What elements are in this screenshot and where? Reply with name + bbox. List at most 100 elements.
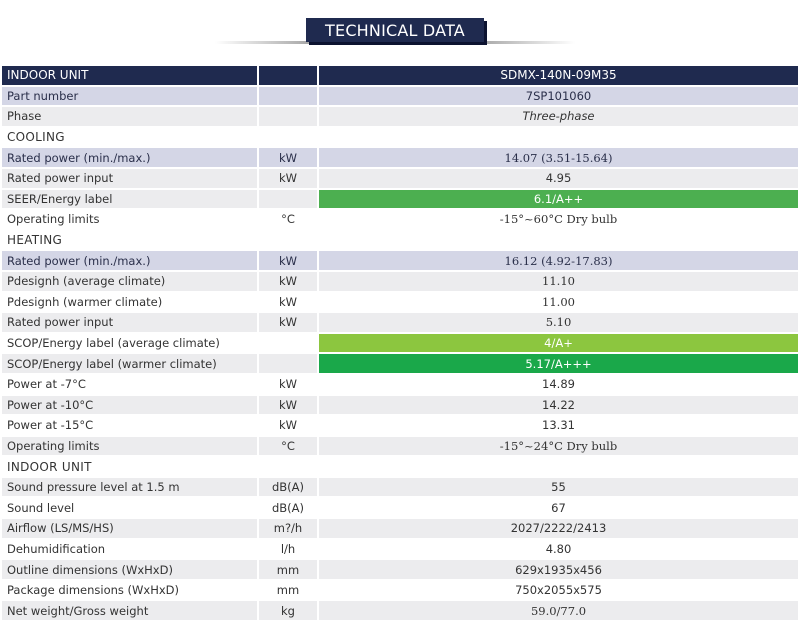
table-row: Power at -15°C kW 13.31 xyxy=(2,416,798,435)
row-label: Airflow (LS/MS/HS) xyxy=(2,519,257,538)
row-label: Rated power (min./max.) xyxy=(2,251,257,270)
table-row: Power at -10°C kW 14.22 xyxy=(2,395,798,415)
row-label: Power at -7°C xyxy=(2,374,257,394)
table-row: Package dimensions (WxHxD) mm 750x2055x5… xyxy=(2,580,798,600)
section-row: HEATING xyxy=(2,230,798,250)
row-unit xyxy=(257,354,317,373)
row-unit: kW xyxy=(257,416,317,435)
row-value: 7SP101060 xyxy=(317,86,798,106)
spec-table: INDOOR UNIT SDMX-140N-09M35 Part number … xyxy=(2,64,798,622)
row-unit: mm xyxy=(257,560,317,579)
row-value: 5.10 xyxy=(317,313,798,332)
row-value: 55 xyxy=(317,477,798,497)
table-row: Power at -7°C kW 14.89 xyxy=(2,374,798,394)
table-row: Operating limits °C -15°~60°C Dry bulb xyxy=(2,210,798,229)
row-label: Rated power input xyxy=(2,168,257,188)
row-label: Sound level xyxy=(2,498,257,518)
table-row: Pdesignh (average climate) kW 11.10 xyxy=(2,271,798,291)
row-unit: kW xyxy=(257,271,317,291)
row-unit: °C xyxy=(257,210,317,229)
row-value: -15°~60°C Dry bulb xyxy=(317,210,798,229)
row-label: Operating limits xyxy=(2,436,257,456)
table-row: Sound level dB(A) 67 xyxy=(2,498,798,518)
row-value: 4.95 xyxy=(317,168,798,188)
row-value: 14.07 (3.51-15.64) xyxy=(317,148,798,167)
row-label: Rated power (min./max.) xyxy=(2,148,257,167)
row-unit: kg xyxy=(257,601,317,621)
row-unit: kW xyxy=(257,148,317,167)
row-value: Three-phase xyxy=(317,107,798,126)
table-row: SCOP/Energy label (warmer climate) 5.17/… xyxy=(2,354,798,373)
table-row: Outline dimensions (WxHxD) mm 629x1935x4… xyxy=(2,560,798,579)
section-row: COOLING xyxy=(2,127,798,147)
row-label: SCOP/Energy label (average climate) xyxy=(2,333,257,353)
energy-label-badge: 4/A+ xyxy=(317,333,798,353)
row-label: Part number xyxy=(2,86,257,106)
row-value: 16.12 (4.92-17.83) xyxy=(317,251,798,270)
row-label: Pdesignh (average climate) xyxy=(2,271,257,291)
row-unit: dB(A) xyxy=(257,498,317,518)
header-unit xyxy=(257,66,317,85)
row-unit xyxy=(257,333,317,353)
section-title-heating: HEATING xyxy=(2,230,798,250)
row-value: 4.80 xyxy=(317,539,798,559)
row-label: SCOP/Energy label (warmer climate) xyxy=(2,354,257,373)
row-unit: kW xyxy=(257,374,317,394)
table-row: Operating limits °C -15°~24°C Dry bulb xyxy=(2,436,798,456)
row-label: Dehumidification xyxy=(2,539,257,559)
row-value: 11.00 xyxy=(317,292,798,312)
row-value: 750x2055x575 xyxy=(317,580,798,600)
row-unit: °C xyxy=(257,436,317,456)
row-label: Sound pressure level at 1.5 m xyxy=(2,477,257,497)
row-label: Pdesignh (warmer climate) xyxy=(2,292,257,312)
row-label: SEER/Energy label xyxy=(2,189,257,209)
row-value: -15°~24°C Dry bulb xyxy=(317,436,798,456)
row-label: Power at -15°C xyxy=(2,416,257,435)
row-unit: kW xyxy=(257,251,317,270)
row-value: 629x1935x456 xyxy=(317,560,798,579)
row-unit: m?/h xyxy=(257,519,317,538)
row-label: Outline dimensions (WxHxD) xyxy=(2,560,257,579)
table-row: Rated power (min./max.) kW 14.07 (3.51-1… xyxy=(2,148,798,167)
row-value: 59.0/77.0 xyxy=(317,601,798,621)
table-header-row: INDOOR UNIT SDMX-140N-09M35 xyxy=(2,66,798,85)
table-row: SEER/Energy label 6.1/A++ xyxy=(2,189,798,209)
row-value: 14.22 xyxy=(317,395,798,415)
row-label: Operating limits xyxy=(2,210,257,229)
header-model: SDMX-140N-09M35 xyxy=(317,66,798,85)
row-value: 13.31 xyxy=(317,416,798,435)
table-row: Phase Three-phase xyxy=(2,107,798,126)
row-unit xyxy=(257,189,317,209)
table-row: Rated power input kW 5.10 xyxy=(2,313,798,332)
header-label: INDOOR UNIT xyxy=(2,66,257,85)
energy-label-badge: 5.17/A+++ xyxy=(317,354,798,373)
table-row: Net weight/Gross weight kg 59.0/77.0 xyxy=(2,601,798,621)
table-row: Airflow (LS/MS/HS) m?/h 2027/2222/2413 xyxy=(2,519,798,538)
table-row: Rated power (min./max.) kW 16.12 (4.92-1… xyxy=(2,251,798,270)
table-row: Rated power input kW 4.95 xyxy=(2,168,798,188)
section-title-cooling: COOLING xyxy=(2,127,798,147)
row-unit xyxy=(257,86,317,106)
section-title-indoor-unit: INDOOR UNIT xyxy=(2,457,798,476)
row-unit: kW xyxy=(257,168,317,188)
row-unit xyxy=(257,107,317,126)
row-label: Net weight/Gross weight xyxy=(2,601,257,621)
row-unit: mm xyxy=(257,580,317,600)
row-value: 67 xyxy=(317,498,798,518)
section-row: INDOOR UNIT xyxy=(2,457,798,476)
row-unit: kW xyxy=(257,395,317,415)
energy-label-badge: 6.1/A++ xyxy=(317,189,798,209)
row-unit: kW xyxy=(257,313,317,332)
row-label: Power at -10°C xyxy=(2,395,257,415)
table-row: Dehumidification l/h 4.80 xyxy=(2,539,798,559)
row-label: Phase xyxy=(2,107,257,126)
table-row: Part number 7SP101060 xyxy=(2,86,798,106)
row-label: Package dimensions (WxHxD) xyxy=(2,580,257,600)
row-value: 14.89 xyxy=(317,374,798,394)
table-row: SCOP/Energy label (average climate) 4/A+ xyxy=(2,333,798,353)
row-unit: l/h xyxy=(257,539,317,559)
row-label: Rated power input xyxy=(2,313,257,332)
row-unit: dB(A) xyxy=(257,477,317,497)
row-value: 11.10 xyxy=(317,271,798,291)
table-row: Pdesignh (warmer climate) kW 11.00 xyxy=(2,292,798,312)
